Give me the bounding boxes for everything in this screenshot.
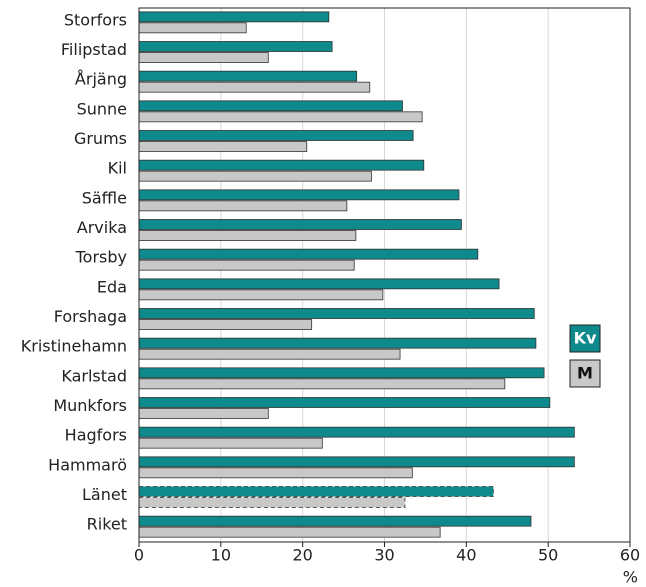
bar: [138, 100, 403, 112]
bar: [138, 41, 333, 52]
x-tick-label: 50: [538, 546, 558, 565]
bar: [138, 111, 423, 123]
x-tick-label: 20: [292, 546, 312, 565]
bar: [138, 200, 348, 212]
y-tick-label: Forshaga: [54, 307, 127, 326]
bar: [138, 189, 460, 201]
bar: [138, 348, 401, 360]
bar: [138, 278, 500, 290]
bar: [138, 259, 355, 271]
y-tick-label: Hammarö: [48, 455, 127, 474]
y-tick-label: Eda: [97, 277, 127, 296]
y-tick-label: Filipstad: [61, 40, 127, 59]
y-tick-label: Munkfors: [53, 396, 127, 415]
bar: [138, 378, 506, 390]
bar: [138, 289, 384, 301]
legend-swatch: [569, 324, 601, 353]
bar: [138, 22, 247, 34]
bar: [138, 397, 551, 408]
bar: [138, 426, 575, 438]
bar: [138, 219, 462, 230]
bar: [138, 497, 406, 508]
bar: [138, 159, 425, 171]
bar: [138, 437, 323, 449]
bar: [138, 308, 535, 319]
y-tick-label: Riket: [87, 515, 127, 534]
y-tick-label: Hagfors: [65, 426, 127, 445]
y-tick-label: Torsby: [75, 248, 127, 267]
y-tick-label: Årjäng: [75, 70, 127, 89]
y-tick-label: Länet: [82, 485, 127, 504]
bar: [138, 486, 494, 497]
y-tick-label: Sunne: [77, 99, 127, 118]
bar: [138, 367, 545, 379]
bar: [138, 526, 441, 538]
bar: [138, 248, 479, 260]
legend-label: M: [577, 364, 593, 383]
y-tick-label: Storfors: [64, 10, 127, 29]
bar: [138, 170, 372, 182]
y-tick-label: Grums: [74, 129, 127, 148]
bar: [138, 456, 575, 468]
x-tick-label: 0: [134, 546, 144, 565]
bar: [138, 81, 371, 93]
y-tick-label: Säffle: [82, 188, 127, 207]
x-tick-label: 30: [374, 546, 394, 565]
bar: [138, 70, 358, 82]
bar: [138, 337, 537, 349]
x-tick-label: 10: [211, 546, 231, 565]
x-axis-label: %: [623, 568, 638, 587]
legend-label: Kv: [574, 329, 597, 348]
bar: [138, 319, 313, 330]
bar: [138, 52, 269, 63]
bar: [138, 11, 330, 23]
plot-frame: [138, 7, 631, 543]
y-tick-label: Karlstad: [61, 366, 127, 385]
bar: [138, 130, 414, 141]
y-tick-label: Kil: [108, 159, 127, 178]
bar: [138, 141, 308, 152]
bar: [138, 467, 413, 479]
y-tick-label: Kristinehamn: [21, 337, 127, 356]
bar: [138, 230, 357, 241]
x-tick-label: 40: [456, 546, 476, 565]
legend-swatch: [569, 359, 601, 388]
x-tick-label: 60: [620, 546, 640, 565]
bar: [138, 515, 532, 527]
bar: [138, 408, 269, 419]
y-tick-label: Arvika: [77, 218, 127, 237]
